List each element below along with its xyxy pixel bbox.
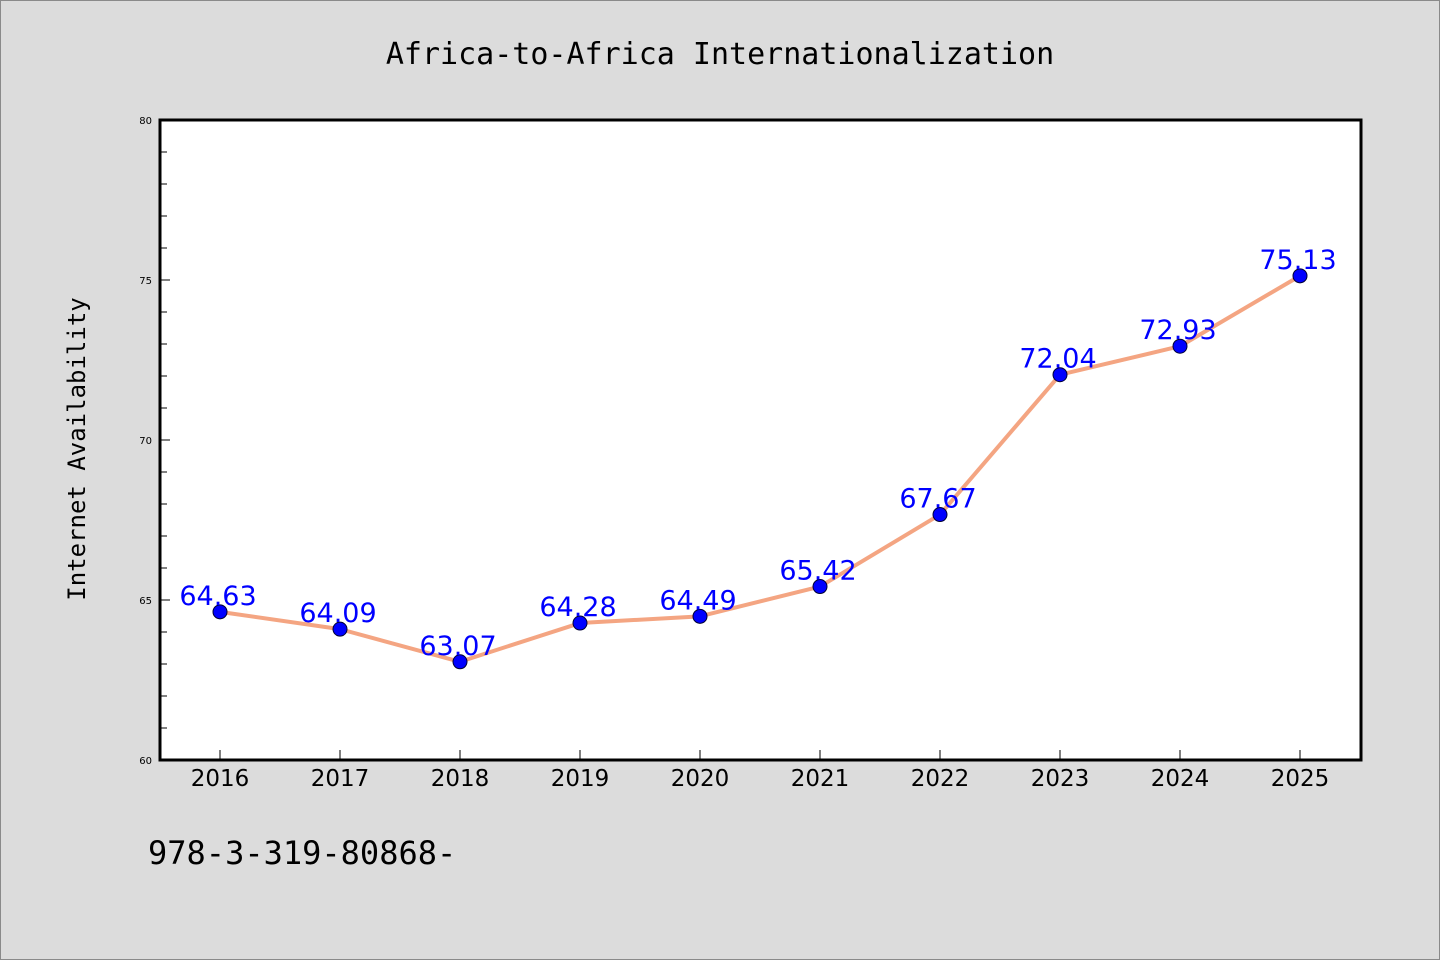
series-line	[219, 274, 1302, 664]
x-tick-label: 2018	[431, 766, 490, 792]
x-tick-label: 2022	[911, 766, 970, 792]
x-tick-label: 2016	[191, 766, 250, 792]
data-label: 67.67	[899, 484, 976, 515]
data-point	[1292, 268, 1308, 284]
data-label: 64.28	[539, 592, 616, 623]
x-tick-label: 2025	[1271, 766, 1330, 792]
footer-identifier: 978-3-319-80868-	[148, 834, 456, 872]
data-point	[1172, 338, 1188, 354]
data-label: 64.49	[659, 585, 736, 616]
y-axis-label: Internet Availability	[63, 297, 91, 600]
data-point	[812, 579, 828, 595]
chart-title: Africa-to-Africa Internationalization	[386, 37, 1054, 72]
data-point	[572, 615, 588, 631]
data-label: 72.04	[1019, 344, 1096, 375]
data-label: 64.63	[179, 581, 256, 612]
data-point	[332, 621, 348, 637]
x-tick-label: 2020	[671, 766, 730, 792]
y-axis-ticks: 60 65 70 75 80	[139, 116, 170, 767]
data-label: 63.07	[419, 631, 496, 662]
x-tick-label: 2021	[791, 766, 850, 792]
data-label: 65.42	[779, 556, 856, 587]
y-tick-label: 65	[139, 596, 152, 607]
series-layer: 64.63 64.09 63.07 64.28 64.49 65.42 67.67 72.04…	[179, 245, 1337, 670]
x-tick-label: 2023	[1031, 766, 1090, 792]
data-label: 72.93	[1139, 315, 1216, 346]
x-tick-label: 2017	[311, 766, 370, 792]
y-tick-label: 60	[139, 756, 152, 767]
data-point	[932, 507, 948, 523]
data-label: 75.13	[1259, 245, 1336, 276]
x-tick-label: 2024	[1151, 766, 1210, 792]
data-point	[212, 604, 228, 620]
y-tick-label: 70	[139, 436, 152, 447]
plot-area	[158, 118, 1363, 762]
y-tick-label: 75	[139, 276, 152, 287]
x-axis-ticks: 2016 2017 2018 2019 2020 2021 2022 2023 2024 2025	[191, 750, 1330, 792]
data-point	[452, 654, 468, 670]
y-tick-label: 80	[139, 116, 152, 127]
x-tick-label: 2019	[551, 766, 610, 792]
data-point	[692, 608, 708, 624]
data-point	[1052, 367, 1068, 383]
data-label: 64.09	[299, 598, 376, 629]
